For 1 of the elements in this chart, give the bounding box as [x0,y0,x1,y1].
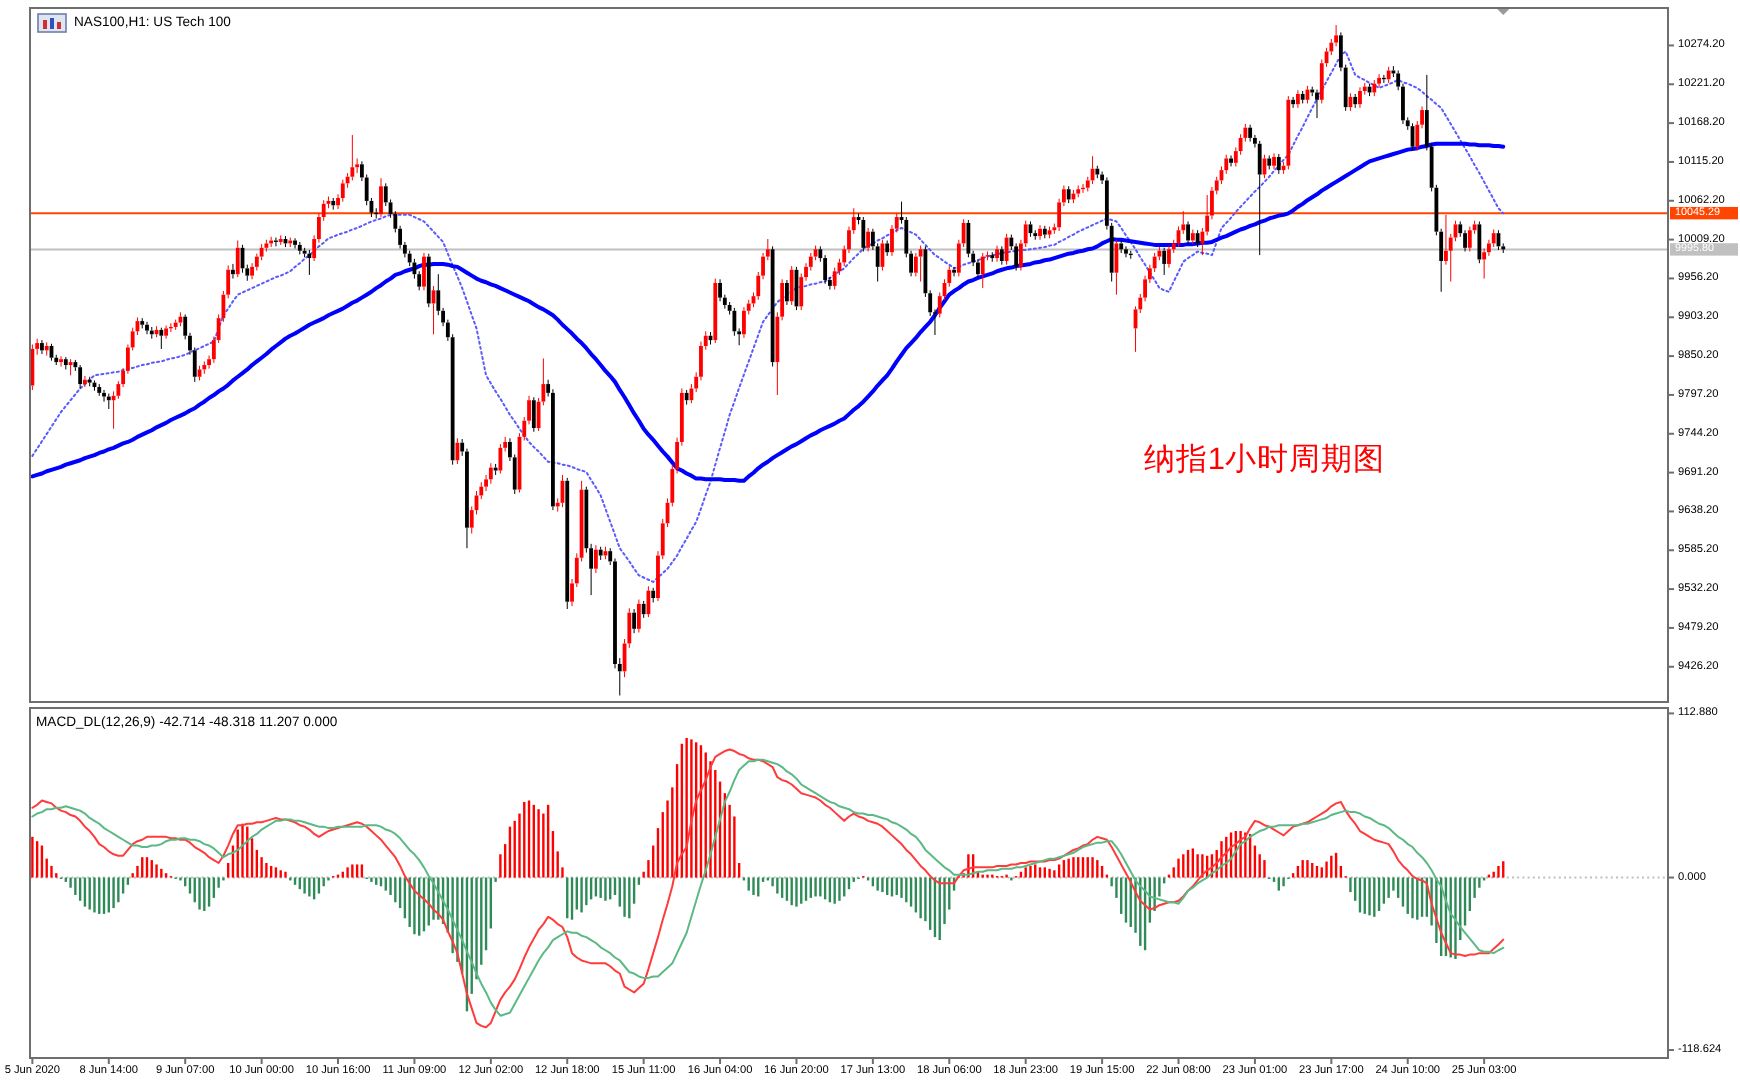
annotation: 纳指1小时周期图 [1143,441,1386,478]
